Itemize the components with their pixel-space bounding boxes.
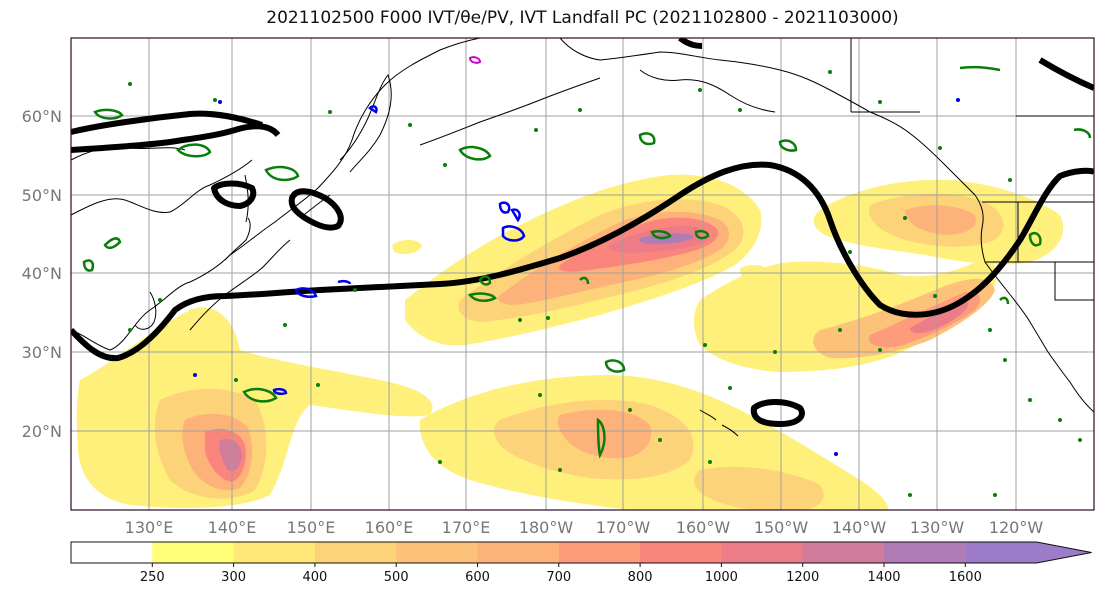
colorbar-segment — [640, 542, 722, 563]
colorbar-tick-label: 300 — [221, 570, 246, 585]
longitude-labels: 130°E 140°E 150°E 160°E 170°E 180°W 170°… — [125, 518, 1044, 537]
landfall-contours — [71, 38, 1094, 427]
map-border — [70, 37, 1095, 511]
pv-contours — [272, 105, 526, 396]
colorbar-segment — [314, 542, 397, 563]
colorbar-tick-label: 400 — [302, 570, 327, 585]
lon-label: 130°W — [910, 518, 965, 537]
colorbar-segment — [396, 542, 478, 563]
lon-label: 140°W — [832, 518, 887, 537]
lon-label: 130°E — [125, 518, 174, 537]
colorbar-segment — [71, 542, 153, 563]
colorbar-tick-label: 600 — [465, 570, 490, 585]
colorbar-tick-label: 1400 — [867, 570, 900, 585]
lon-label: 170°E — [442, 518, 491, 537]
theta-e-dots — [128, 70, 1082, 497]
colorbar-segment — [721, 542, 804, 563]
lon-label: 180°W — [519, 518, 574, 537]
colorbar-tick-label: 700 — [546, 570, 571, 585]
lat-label: 30°N — [22, 343, 62, 362]
lon-label: 160°W — [676, 518, 731, 537]
lon-label: 150°W — [754, 518, 809, 537]
lat-label: 50°N — [22, 186, 62, 205]
colorbar-tick-label: 1000 — [705, 570, 738, 585]
colorbar-segment — [152, 542, 235, 563]
ivt-shading — [76, 174, 1064, 510]
colorbar-outline — [70, 541, 1092, 564]
colorbar-tick-label: 800 — [628, 570, 653, 585]
pv-dots — [193, 98, 960, 456]
colorbar-segment — [558, 542, 641, 563]
magenta-contours — [468, 56, 482, 64]
lon-label: 170°W — [596, 518, 651, 537]
lon-label: 160°E — [365, 518, 414, 537]
lon-label: 120°W — [989, 518, 1044, 537]
lat-label: 60°N — [22, 107, 62, 126]
colorbar-segment — [802, 542, 885, 563]
colorbar-segment — [233, 542, 316, 563]
lon-label: 140°E — [208, 518, 257, 537]
colorbar-tick-label: 250 — [140, 570, 165, 585]
colorbar-segment — [884, 542, 966, 563]
colorbar-segment — [477, 542, 560, 563]
theta-e-contours — [82, 65, 1092, 459]
colorbar-segment — [965, 542, 1092, 563]
lon-label: 150°E — [287, 518, 336, 537]
lat-label: 40°N — [22, 264, 62, 283]
colorbar-labels: 250 300 400 500 600 700 800 1000 1200 1400 1600 — [140, 563, 982, 585]
latitude-labels: 60°N 50°N 40°N 30°N 20°N — [22, 107, 62, 441]
coastlines — [71, 38, 1094, 437]
colorbar-tick-label: 500 — [384, 570, 409, 585]
lat-label: 20°N — [22, 422, 62, 441]
colorbar-tick-label: 1600 — [949, 570, 982, 585]
colorbar — [70, 541, 1092, 564]
colorbar-tick-label: 1200 — [786, 570, 819, 585]
map-title: 2021102500 F000 IVT/θe/PV, IVT Landfall … — [266, 8, 899, 28]
